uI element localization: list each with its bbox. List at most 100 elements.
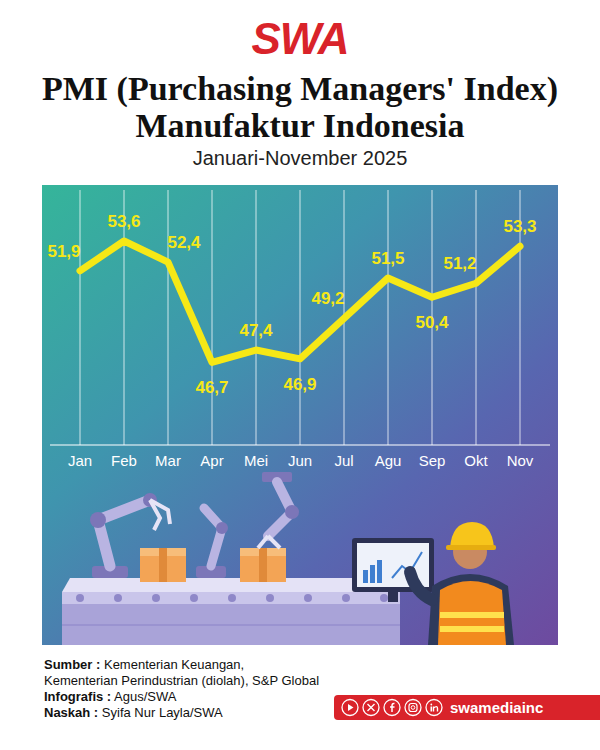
chart-svg: JanFebMarAprMeiJunJulAguSepOktNov51,953,… [0,0,600,750]
icon-youtube [348,704,354,711]
data-label: 51,9 [47,242,80,261]
data-label: 49,2 [311,289,344,308]
social-bar: swamediainc [334,695,600,720]
grid-line [212,190,213,445]
worker-arm [410,572,432,600]
data-labels: 51,953,652,446,747,446,949,251,550,451,2… [47,212,536,397]
credit-line: Kementerian Perindustrian (diolah), S&P … [44,673,319,689]
x-tick-label: Jan [68,452,92,469]
x-tick-label: Sep [419,452,446,469]
worker-body [428,574,514,645]
icon-linkedin [431,707,433,712]
screen-bar [363,570,368,583]
icon-linkedin-n [434,707,438,712]
credit-line: Naskah : Syifa Nur Layla/SWA [44,705,319,721]
monitor-stand [388,592,398,602]
icon-facebook [390,703,395,712]
box-tape [159,548,167,582]
box [240,548,286,582]
icon-x [368,704,375,711]
logo: SWA [0,14,600,64]
x-tick-label: Apr [200,452,223,469]
chart-title: PMI (Purchasing Managers' Index) Manufak… [40,70,560,144]
grid-line [256,190,257,445]
social-icon [405,700,421,716]
x-tick-label: Agu [375,452,402,469]
roller [190,594,198,602]
grid-line [80,190,81,445]
credit-label: Sumber : [44,657,100,672]
worker-helmet [450,522,494,548]
robot-arm [204,508,222,566]
box [140,548,186,582]
icon-instagram [409,704,417,712]
chart-panel [42,185,558,645]
grid-line [168,190,169,445]
x-tick-label: Mei [244,452,268,469]
icon-linkedin-dot [430,704,432,706]
chart-subtitle: Januari-November 2025 [0,146,600,170]
data-label: 52,4 [167,233,201,252]
roller [342,594,350,602]
credit-text: Agus/SWA [114,689,176,704]
roller [266,594,274,602]
roller [304,594,312,602]
roller [380,594,388,602]
social-bar-bg [334,695,600,720]
helmet-brim [446,545,496,550]
robot-joint [285,505,299,519]
data-label: 53,6 [107,212,140,231]
grid-line [388,190,389,445]
grid [80,190,520,445]
robot-joint [90,512,106,528]
conveyor-top [62,578,400,592]
grid-line [476,190,477,445]
credit-label: Naskah : [44,705,98,720]
roller [152,594,160,602]
roller [114,594,122,602]
data-label: 47,4 [239,321,273,340]
social-handle: swamediainc [450,699,543,716]
robot-claw [150,500,170,524]
pmi-line [80,241,520,362]
plot-area [80,241,520,362]
credit-line: Sumber : Kementerian Keuangan, [44,657,319,673]
vest-stripe [440,626,504,632]
roller [76,594,84,602]
x-tick-label: Okt [464,452,488,469]
header: SWA PMI (Purchasing Managers' Index) Man… [0,0,600,170]
box-tape [259,548,267,582]
conveyor-belt [62,592,400,604]
robot-claw [268,536,280,548]
screen-bar [377,560,382,583]
vest-stripe [440,612,504,618]
screen-bar [370,565,375,583]
social-icon [363,700,379,716]
x-tick-label: Jun [288,452,312,469]
robot-claw [258,536,268,548]
robot-joint [216,522,228,534]
x-axis-line [50,444,550,445]
conveyor-line [62,624,400,626]
data-label: 46,7 [195,378,228,397]
x-tick-label: Nov [507,452,534,469]
social-icon [342,700,358,716]
social-icon [426,700,442,716]
x-tick-label: Jul [334,452,353,469]
data-label: 46,9 [283,375,316,394]
credits: Sumber : Kementerian Keuangan,Kementeria… [44,657,319,721]
data-label: 53,3 [503,217,536,236]
page: SWA PMI (Purchasing Managers' Index) Man… [0,0,600,750]
roller [228,594,236,602]
data-label: 51,5 [371,249,404,268]
illustration [62,472,514,645]
worker-vest [438,581,506,645]
icon-instagram-lens [411,706,415,710]
x-tick-label: Feb [111,452,137,469]
robot-arm [98,500,150,566]
credit-text: Kementerian Perindustrian (diolah), S&P … [44,673,319,688]
credit-line: Infografis : Agus/SWA [44,689,319,705]
credit-text: Kementerian Keuangan, [104,657,244,672]
grid-line [300,190,301,445]
credit-text: Syifa Nur Layla/SWA [102,705,223,720]
